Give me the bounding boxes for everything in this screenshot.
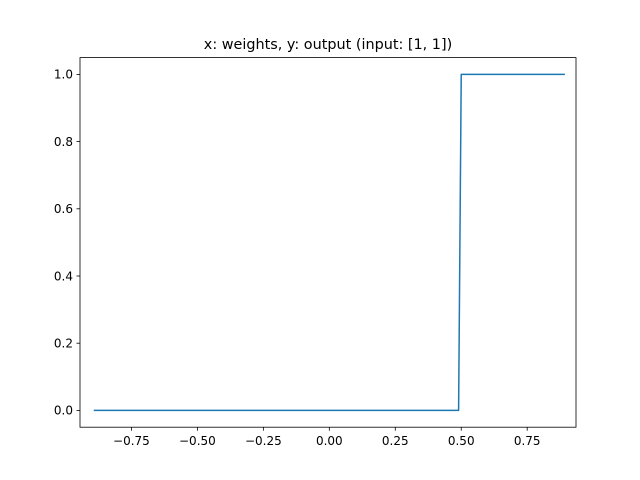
x-tick-label: 0.50 — [448, 434, 475, 448]
plot-frame — [79, 57, 577, 428]
x-tick-label: 0.75 — [514, 434, 541, 448]
x-tick-label: −0.25 — [245, 434, 282, 448]
x-axis: −0.75 −0.50 −0.25 0.00 0.25 0.50 0.75 — [113, 427, 541, 448]
series-group — [93, 73, 565, 412]
y-tick-label: 0.2 — [54, 337, 73, 351]
x-tick-label: 0.25 — [382, 434, 409, 448]
chart-title: x: weights, y: output (input: [1, 1]) — [204, 37, 452, 53]
x-tick-label: 0.00 — [316, 434, 343, 448]
y-tick-label: 1.0 — [54, 68, 73, 82]
y-tick-label: 0.4 — [54, 269, 73, 283]
y-axis: 0.0 0.2 0.4 0.6 0.8 1.0 — [54, 68, 80, 418]
x-tick-label: −0.75 — [113, 434, 150, 448]
y-tick-label: 0.8 — [54, 135, 73, 149]
y-tick-label: 0.6 — [54, 202, 73, 216]
series-line-0 — [93, 73, 565, 412]
y-tick-label: 0.0 — [54, 404, 73, 418]
x-tick-label: −0.50 — [179, 434, 216, 448]
